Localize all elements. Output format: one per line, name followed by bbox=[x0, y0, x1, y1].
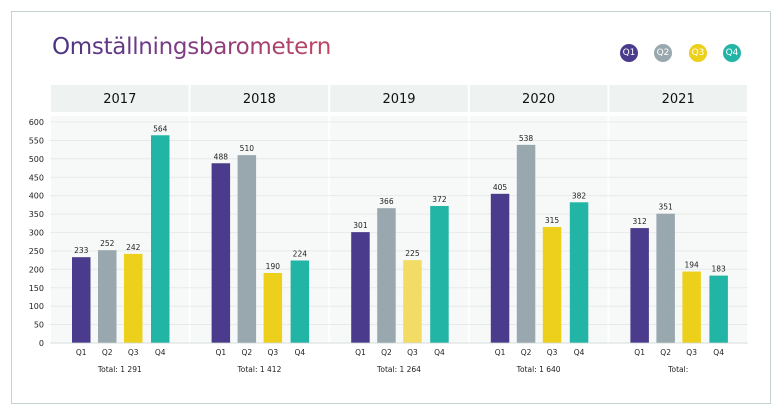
bar bbox=[709, 275, 728, 343]
year-header-bg bbox=[190, 85, 329, 112]
y-tick-label: 350 bbox=[29, 210, 44, 219]
y-tick-label: 50 bbox=[34, 321, 44, 330]
bar bbox=[682, 271, 701, 343]
bar bbox=[630, 228, 649, 343]
x-tick-label: Q3 bbox=[128, 348, 139, 357]
y-tick-label: 200 bbox=[29, 265, 44, 274]
y-tick-label: 0 bbox=[39, 339, 44, 348]
y-tick-label: 500 bbox=[29, 155, 44, 164]
data-label: 233 bbox=[74, 246, 89, 255]
bar bbox=[351, 232, 370, 343]
bar bbox=[430, 205, 449, 343]
x-tick-label: Q3 bbox=[407, 348, 418, 357]
data-label: 252 bbox=[100, 239, 115, 248]
data-label: 183 bbox=[711, 265, 726, 274]
y-tick-label: 550 bbox=[29, 136, 44, 145]
data-label: 564 bbox=[153, 124, 168, 133]
bar bbox=[72, 257, 91, 343]
x-tick-label: Q2 bbox=[242, 348, 253, 357]
year-header-bg bbox=[330, 85, 468, 112]
legend-q4-badge: Q4 bbox=[723, 44, 741, 62]
x-tick-label: Q1 bbox=[76, 348, 87, 357]
data-label: 405 bbox=[493, 183, 508, 192]
group-total-label: Total: 1 264 bbox=[376, 365, 421, 374]
y-tick-label: 600 bbox=[29, 118, 44, 127]
x-tick-label: Q2 bbox=[660, 348, 671, 357]
x-tick-label: Q3 bbox=[686, 348, 697, 357]
bar bbox=[656, 213, 675, 343]
x-tick-label: Q4 bbox=[574, 348, 585, 357]
year-label: 2017 bbox=[103, 92, 136, 107]
bar bbox=[237, 155, 257, 343]
year-header-bg bbox=[51, 85, 189, 112]
bar bbox=[290, 260, 310, 343]
data-label: 190 bbox=[266, 262, 281, 271]
data-label: 224 bbox=[293, 249, 308, 258]
data-label: 301 bbox=[353, 221, 368, 230]
bar bbox=[516, 144, 536, 343]
y-tick-label: 150 bbox=[29, 284, 44, 293]
x-tick-label: Q1 bbox=[216, 348, 227, 357]
bar bbox=[263, 273, 283, 343]
chart-title: Omställningsbarometern bbox=[52, 34, 331, 60]
data-label: 366 bbox=[379, 197, 394, 206]
bar bbox=[98, 250, 117, 343]
data-label: 382 bbox=[572, 191, 587, 200]
x-tick-label: Q3 bbox=[268, 348, 279, 357]
x-tick-label: Q4 bbox=[155, 348, 166, 357]
x-tick-label: Q4 bbox=[713, 348, 724, 357]
x-tick-label: Q2 bbox=[381, 348, 392, 357]
x-tick-label: Q1 bbox=[495, 348, 506, 357]
data-label: 538 bbox=[519, 134, 534, 143]
data-label: 315 bbox=[545, 216, 560, 225]
bar bbox=[211, 163, 231, 343]
x-tick-label: Q1 bbox=[355, 348, 366, 357]
data-label: 225 bbox=[405, 249, 420, 258]
data-label: 488 bbox=[214, 152, 229, 161]
data-label: 194 bbox=[684, 261, 699, 270]
bar bbox=[151, 135, 170, 343]
y-tick-label: 300 bbox=[29, 229, 44, 238]
y-tick-label: 250 bbox=[29, 247, 44, 256]
data-label: 372 bbox=[432, 195, 447, 204]
year-header-bg bbox=[609, 85, 747, 112]
year-label: 2020 bbox=[522, 92, 555, 107]
bar bbox=[542, 226, 562, 343]
x-tick-label: Q4 bbox=[295, 348, 306, 357]
year-header-bg bbox=[469, 85, 608, 112]
x-tick-label: Q1 bbox=[634, 348, 645, 357]
year-label: 2018 bbox=[243, 92, 276, 107]
group-total-label: Total: 1 640 bbox=[516, 365, 561, 374]
legend-q3-badge: Q3 bbox=[689, 44, 707, 62]
data-label: 510 bbox=[240, 144, 255, 153]
data-label: 351 bbox=[658, 203, 673, 212]
bar bbox=[403, 260, 422, 343]
data-label: 312 bbox=[632, 217, 647, 226]
year-label: 2019 bbox=[382, 92, 415, 107]
y-tick-label: 400 bbox=[29, 192, 44, 201]
x-tick-label: Q2 bbox=[521, 348, 532, 357]
x-tick-label: Q3 bbox=[547, 348, 558, 357]
group-total-label: Total: bbox=[667, 365, 688, 374]
data-label: 242 bbox=[126, 243, 141, 252]
legend-q1-badge: Q1 bbox=[620, 44, 638, 62]
x-tick-label: Q2 bbox=[102, 348, 113, 357]
group-total-label: Total: 1 412 bbox=[236, 365, 281, 374]
bar bbox=[490, 193, 510, 343]
bar bbox=[124, 253, 143, 343]
bar bbox=[569, 202, 589, 343]
bar bbox=[377, 208, 396, 343]
legend-q2-badge: Q2 bbox=[654, 44, 672, 62]
y-tick-label: 100 bbox=[29, 302, 44, 311]
y-tick-label: 450 bbox=[29, 173, 44, 182]
x-tick-label: Q4 bbox=[434, 348, 445, 357]
year-label: 2021 bbox=[662, 92, 695, 107]
group-total-label: Total: 1 291 bbox=[97, 365, 142, 374]
